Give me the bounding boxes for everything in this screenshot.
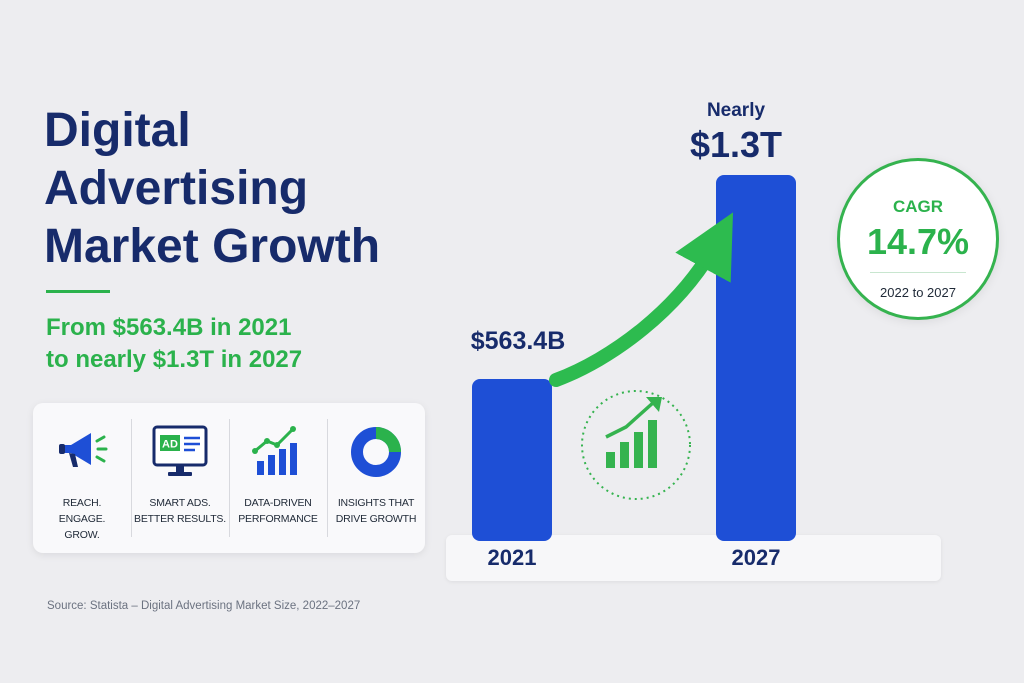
feature-data-driven: DATA-DRIVEN PERFORMANCE [229, 403, 327, 553]
feature-label: REACH. ENGAGE. GROW. [58, 497, 106, 541]
growth-icon-badge [581, 390, 691, 500]
title-divider [46, 290, 110, 293]
subtitle: From $563.4B in 2021 to nearly $1.3T in … [46, 312, 302, 376]
data-label-2021: $563.4B [470, 327, 566, 355]
feature-reach: REACH. ENGAGE. GROW. [33, 403, 131, 553]
feature-card: REACH. ENGAGE. GROW. AD SMART ADS. BETTE… [33, 403, 425, 553]
growth-arrow [549, 212, 734, 387]
page-title: Digital Advertising Market Growth [44, 102, 380, 276]
cagr-divider [870, 272, 966, 273]
cagr-label: CAGR [892, 197, 944, 216]
trend-up-icon [605, 397, 662, 468]
bar-2027 [716, 175, 796, 541]
feature-label: DATA-DRIVEN PERFORMANCE [238, 497, 318, 525]
bar-2021 [472, 378, 552, 541]
feature-insights: INSIGHTS THAT DRIVE GROWTH [327, 403, 425, 553]
feature-smart-ads: AD SMART ADS. BETTER RESULTS. [131, 403, 229, 553]
megaphone-icon [59, 433, 108, 467]
x-tick-2021: 2021 [487, 545, 537, 570]
title-line-1: Digital [44, 104, 191, 157]
title-line-3: Market Growth [44, 220, 381, 273]
data-label-prefix-2027: Nearly [706, 100, 766, 121]
subtitle-line-2: to nearly $1.3T in 2027 [46, 346, 303, 373]
feature-label: SMART ADS. BETTER RESULTS. [134, 497, 226, 525]
x-axis-band [446, 535, 941, 581]
cagr-period: 2022 to 2027 [880, 285, 956, 300]
x-tick-2027: 2027 [731, 545, 781, 570]
donut-chart-icon [351, 427, 401, 477]
subtitle-line-1: From $563.4B in 2021 [46, 314, 292, 341]
data-label-2027: $1.3T [689, 124, 783, 165]
cagr-badge: CAGR 14.7% 2022 to 2027 [837, 158, 999, 320]
feature-label: INSIGHTS THAT DRIVE GROWTH [335, 497, 417, 525]
bar-chart-growth-icon [252, 426, 297, 475]
cagr-value: 14.7% [866, 221, 970, 262]
title-line-2: Advertising [44, 162, 309, 215]
svg-text:AD: AD [162, 439, 178, 451]
source-note: Source: Statista – Digital Advertising M… [47, 600, 361, 612]
ad-monitor-icon: AD [152, 425, 208, 476]
